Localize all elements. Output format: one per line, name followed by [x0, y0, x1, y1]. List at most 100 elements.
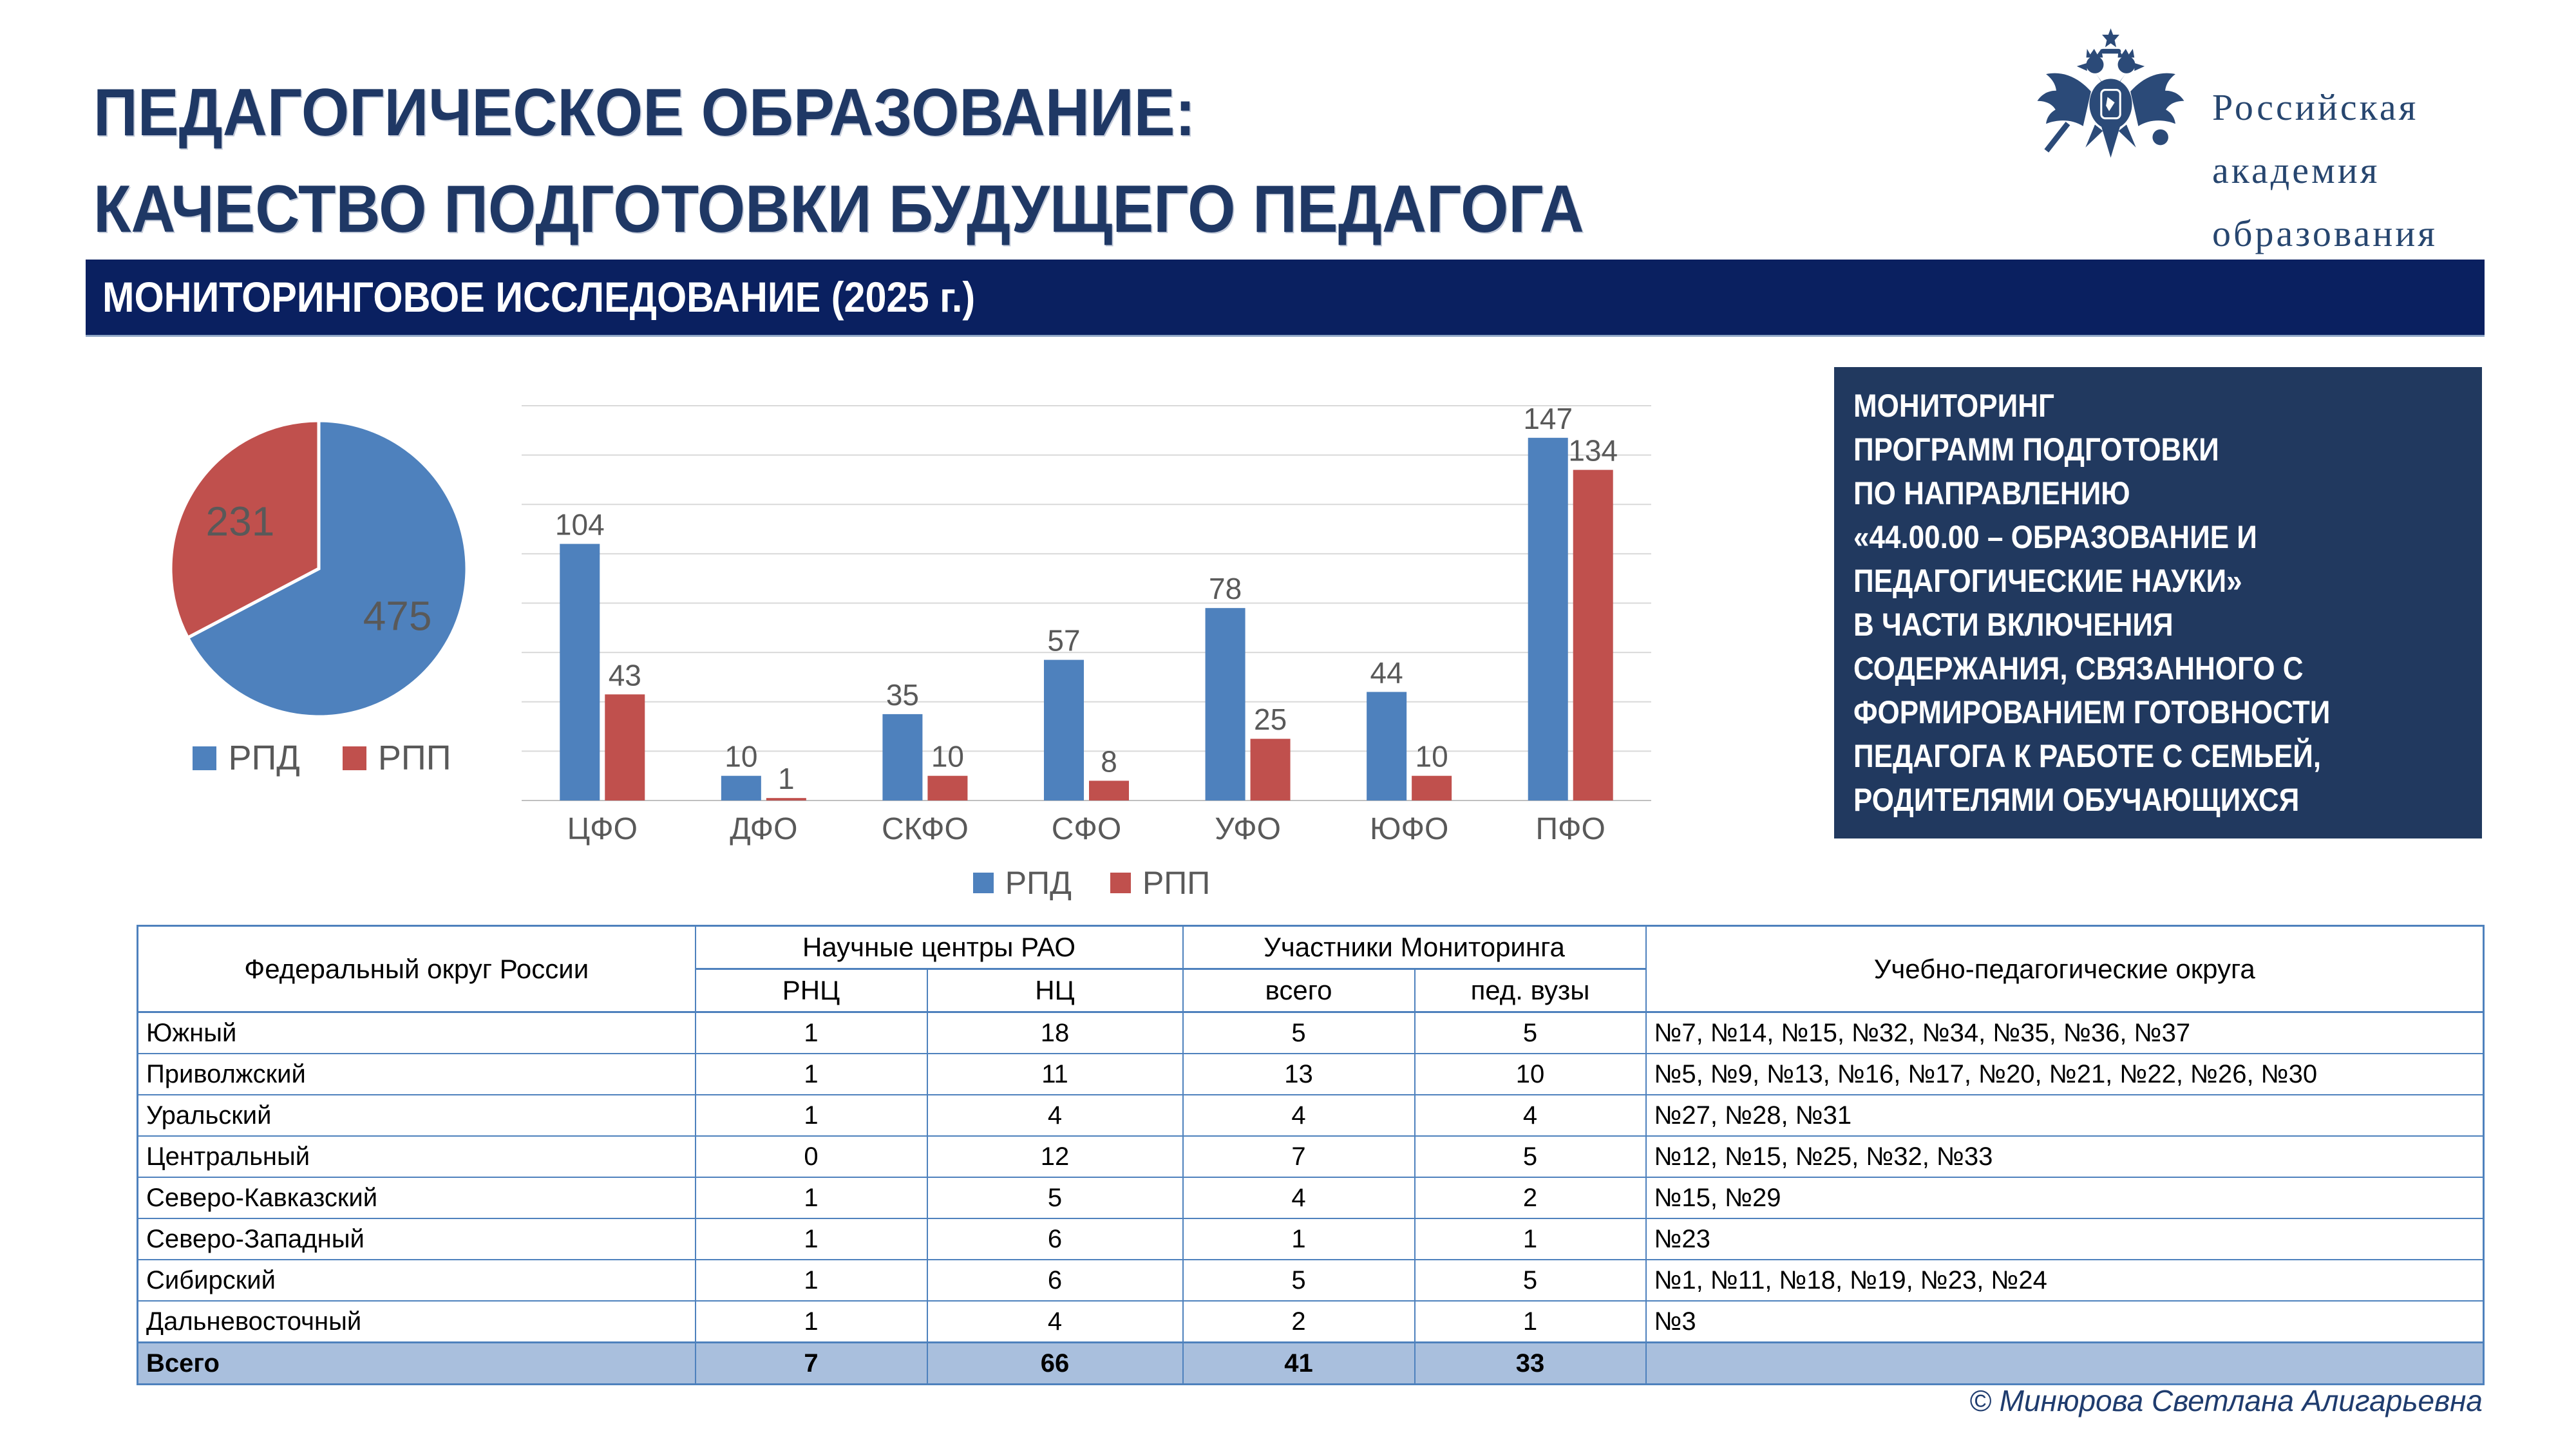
cell-ped: 4 [1414, 1094, 1647, 1137]
legend-label: РПП [1142, 865, 1211, 901]
cell-district: Южный [137, 1011, 696, 1054]
bar-category-label: СКФО [882, 812, 969, 846]
cell-nc: 11 [926, 1053, 1184, 1095]
bar-РПП-УФО [1250, 739, 1291, 800]
cell-okruga: №1, №11, №18, №19, №23, №24 [1645, 1259, 2485, 1302]
cell-rnc: 7 [694, 1341, 928, 1385]
bar-РПД-УФО [1205, 608, 1245, 800]
table-row: Южный 1 18 5 5 №7, №14, №15, №32, №34, №35, №… [137, 1011, 2485, 1054]
bar-category-label: УФО [1215, 812, 1281, 846]
bar-РПД-ДФО [721, 775, 761, 800]
cell-ped: 2 [1414, 1177, 1647, 1219]
cell-rnc: 1 [694, 1177, 928, 1219]
cell-district: Приволжский [137, 1053, 696, 1095]
cell-total: 7 [1182, 1135, 1416, 1178]
pie-legend-item: РПП [342, 738, 451, 778]
bar-value-РПП-СФО: 8 [1101, 744, 1117, 778]
cell-nc: 6 [926, 1259, 1184, 1302]
pie-slice-РПД [185, 419, 469, 719]
bar-category-label: ПФО [1536, 812, 1605, 846]
table-row: Дальневосточный 1 4 2 1 №3 [137, 1300, 2485, 1343]
table-row: Уральский 1 4 4 4 №27, №28, №31 [137, 1094, 2485, 1137]
cell-total: 5 [1182, 1259, 1416, 1302]
eagle-central-crown [2102, 28, 2119, 48]
bar-РПП-СФО [1089, 781, 1129, 800]
bar-category-label: ЦФО [567, 812, 638, 846]
col-header-science-centers: Научные центры РАО [694, 925, 1184, 970]
legend-swatch-РПП [342, 746, 366, 770]
legend-swatch-РПД [193, 746, 217, 770]
cell-ped: 5 [1414, 1259, 1647, 1302]
cell-total: 13 [1182, 1053, 1416, 1095]
info-box-line: МОНИТОРИНГ [1853, 388, 2054, 424]
cell-rnc: 1 [694, 1218, 928, 1260]
cell-nc: 66 [926, 1341, 1184, 1385]
cell-okruga: №5, №9, №13, №16, №17, №20, №21, №22, №2… [1645, 1053, 2485, 1095]
bar-legend-item: РПД [972, 864, 1072, 902]
info-box-line: СОДЕРЖАНИЯ, СВЯЗАННОГО С [1853, 650, 2304, 687]
bar-value-РПД-УФО: 78 [1209, 572, 1242, 605]
cell-total: 2 [1182, 1300, 1416, 1343]
info-box-line: РОДИТЕЛЯМИ ОБУЧАЮЩИХСЯ [1853, 782, 2300, 818]
cell-ped: 1 [1414, 1218, 1647, 1260]
cell-okruga: №3 [1645, 1300, 2485, 1343]
col-header-okruga: Учебно-педагогические округа [1645, 925, 2485, 1013]
pie-chart: 475 231 [169, 419, 469, 719]
cell-nc: 18 [926, 1011, 1184, 1054]
info-box-line: ФОРМИРОВАНИЕМ ГОТОВНОСТИ [1853, 694, 2331, 730]
bar-РПД-СКФО [882, 714, 923, 800]
cell-ped: 5 [1414, 1135, 1647, 1178]
rao-logo-line1: Российская [2212, 86, 2419, 128]
pie-value-label: 475 [363, 593, 432, 639]
cell-nc: 12 [926, 1135, 1184, 1178]
info-box-line: «44.00.00 – ОБРАЗОВАНИЕ И [1853, 519, 2257, 555]
col-header-participants: Участники Мониторинга [1182, 925, 1647, 970]
cell-nc: 4 [926, 1094, 1184, 1137]
info-box-line: В ЧАСТИ ВКЛЮЧЕНИЯ [1853, 607, 2174, 643]
table-row: Сибирский 1 6 5 5 №1, №11, №18, №19, №23, №24 [137, 1259, 2485, 1302]
cell-ped: 5 [1414, 1011, 1647, 1054]
bar-category-label: СФО [1052, 812, 1122, 846]
table-row: Северо-Кавказский 1 5 4 2 №15, №29 [137, 1177, 2485, 1219]
col-header-ped: пед. вузы [1414, 968, 1647, 1013]
districts-table: Федеральный округ России Научные центры … [137, 925, 2485, 1385]
rao-logo-line3: образования [2212, 213, 2438, 254]
cell-rnc: 1 [694, 1053, 928, 1095]
bar-РПД-ЦФО [560, 544, 600, 800]
author-credit: © Минюрова Светлана Алигарьевна [1969, 1384, 2483, 1417]
info-box-line: ПО НАПРАВЛЕНИЮ [1853, 475, 2130, 511]
cell-rnc: 1 [694, 1259, 928, 1302]
cell-district: Сибирский [137, 1259, 696, 1302]
cell-okruga: №15, №29 [1645, 1177, 2485, 1219]
cell-ped: 33 [1414, 1341, 1647, 1385]
cell-total: 1 [1182, 1218, 1416, 1260]
cell-total: 5 [1182, 1011, 1416, 1054]
col-header-district: Федеральный округ России [137, 925, 696, 1013]
cell-nc: 4 [926, 1300, 1184, 1343]
rao-logo-text: Российская академия образования [2212, 76, 2438, 265]
bar-value-РПД-ПФО: 147 [1523, 402, 1573, 435]
cell-district: Северо-Западный [137, 1218, 696, 1260]
legend-swatch-РПП [1110, 873, 1131, 893]
bar-chart: 104 43 ЦФО 10 1 ДФО 35 10 СКФО 57 8 СФО 78 25 УФО 44 10 Ю… [522, 402, 1651, 846]
cell-rnc: 1 [694, 1011, 928, 1054]
pie-legend-item: РПД [193, 738, 300, 778]
bar-value-РПП-ЮФО: 10 [1416, 740, 1448, 773]
cell-total: 41 [1182, 1341, 1416, 1385]
cell-nc: 5 [926, 1177, 1184, 1219]
bar-value-РПД-ЮФО: 44 [1370, 656, 1403, 689]
bar-category-label: ДФО [730, 812, 797, 846]
cell-okruga: №23 [1645, 1218, 2485, 1260]
bar-value-РПП-ЦФО: 43 [609, 658, 641, 692]
legend-swatch-РПД [972, 873, 994, 893]
page-title: ПЕДАГОГИЧЕСКОЕ ОБРАЗОВАНИЕ: КАЧЕСТВО ПОД… [93, 64, 1584, 258]
col-header-total: всего [1182, 968, 1416, 1013]
cell-rnc: 0 [694, 1135, 928, 1178]
bar-chart-legend: РПД РПП [509, 864, 1674, 902]
bar-value-РПД-ЦФО: 104 [555, 508, 605, 542]
cell-district: Северо-Кавказский [137, 1177, 696, 1219]
cell-okruga [1645, 1341, 2485, 1385]
info-box-line: ПРОГРАММ ПОДГОТОВКИ [1853, 431, 2219, 468]
bar-РПП-ДФО [766, 798, 806, 800]
